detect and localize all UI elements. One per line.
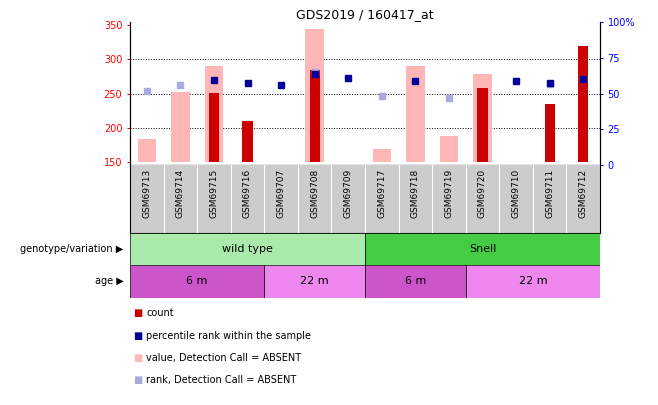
Text: wild type: wild type — [222, 244, 273, 254]
Bar — [209, 94, 219, 162]
Text: 6 m: 6 m — [186, 277, 208, 286]
Text: 22 m: 22 m — [519, 277, 547, 286]
Bar — [242, 121, 253, 162]
Bar — [406, 66, 424, 162]
Text: ■: ■ — [134, 330, 143, 341]
Text: genotype/variation ▶: genotype/variation ▶ — [20, 244, 124, 254]
Text: GSM69720: GSM69720 — [478, 168, 487, 217]
Text: 22 m: 22 m — [300, 277, 329, 286]
Text: GSM69707: GSM69707 — [276, 168, 286, 217]
Text: GSM69714: GSM69714 — [176, 168, 185, 217]
Text: GSM69712: GSM69712 — [579, 168, 588, 217]
Text: ■: ■ — [134, 308, 143, 318]
Bar — [440, 136, 458, 162]
Text: GSM69717: GSM69717 — [377, 168, 386, 217]
Text: GSM69713: GSM69713 — [142, 168, 151, 217]
Text: GSM69716: GSM69716 — [243, 168, 252, 217]
Bar — [171, 92, 190, 162]
Text: Snell: Snell — [468, 244, 496, 254]
Bar — [305, 29, 324, 162]
Text: GSM69709: GSM69709 — [343, 168, 353, 217]
Text: GSM69711: GSM69711 — [545, 168, 554, 217]
Text: ■: ■ — [134, 375, 143, 385]
Bar — [545, 104, 555, 162]
Bar — [466, 265, 600, 298]
Bar — [310, 70, 320, 162]
Text: ■: ■ — [134, 353, 143, 363]
Text: GSM69715: GSM69715 — [209, 168, 218, 217]
Text: GSM69719: GSM69719 — [444, 168, 453, 217]
Text: percentile rank within the sample: percentile rank within the sample — [147, 330, 311, 341]
Text: GSM69710: GSM69710 — [511, 168, 520, 217]
Bar — [478, 88, 488, 162]
Text: count: count — [147, 308, 174, 318]
Text: value, Detection Call = ABSENT: value, Detection Call = ABSENT — [147, 353, 301, 363]
Bar — [130, 265, 265, 298]
Bar — [365, 265, 466, 298]
Bar — [372, 149, 391, 162]
Text: GSM69718: GSM69718 — [411, 168, 420, 217]
Bar — [205, 66, 223, 162]
Title: GDS2019 / 160417_at: GDS2019 / 160417_at — [296, 8, 434, 21]
Bar — [473, 75, 492, 162]
Text: GSM69708: GSM69708 — [310, 168, 319, 217]
Bar — [130, 233, 365, 265]
Bar — [578, 46, 588, 162]
Bar — [365, 233, 600, 265]
Bar — [138, 139, 156, 162]
Text: 6 m: 6 m — [405, 277, 426, 286]
Text: age ▶: age ▶ — [95, 277, 124, 286]
Bar — [265, 265, 365, 298]
Text: rank, Detection Call = ABSENT: rank, Detection Call = ABSENT — [147, 375, 297, 385]
